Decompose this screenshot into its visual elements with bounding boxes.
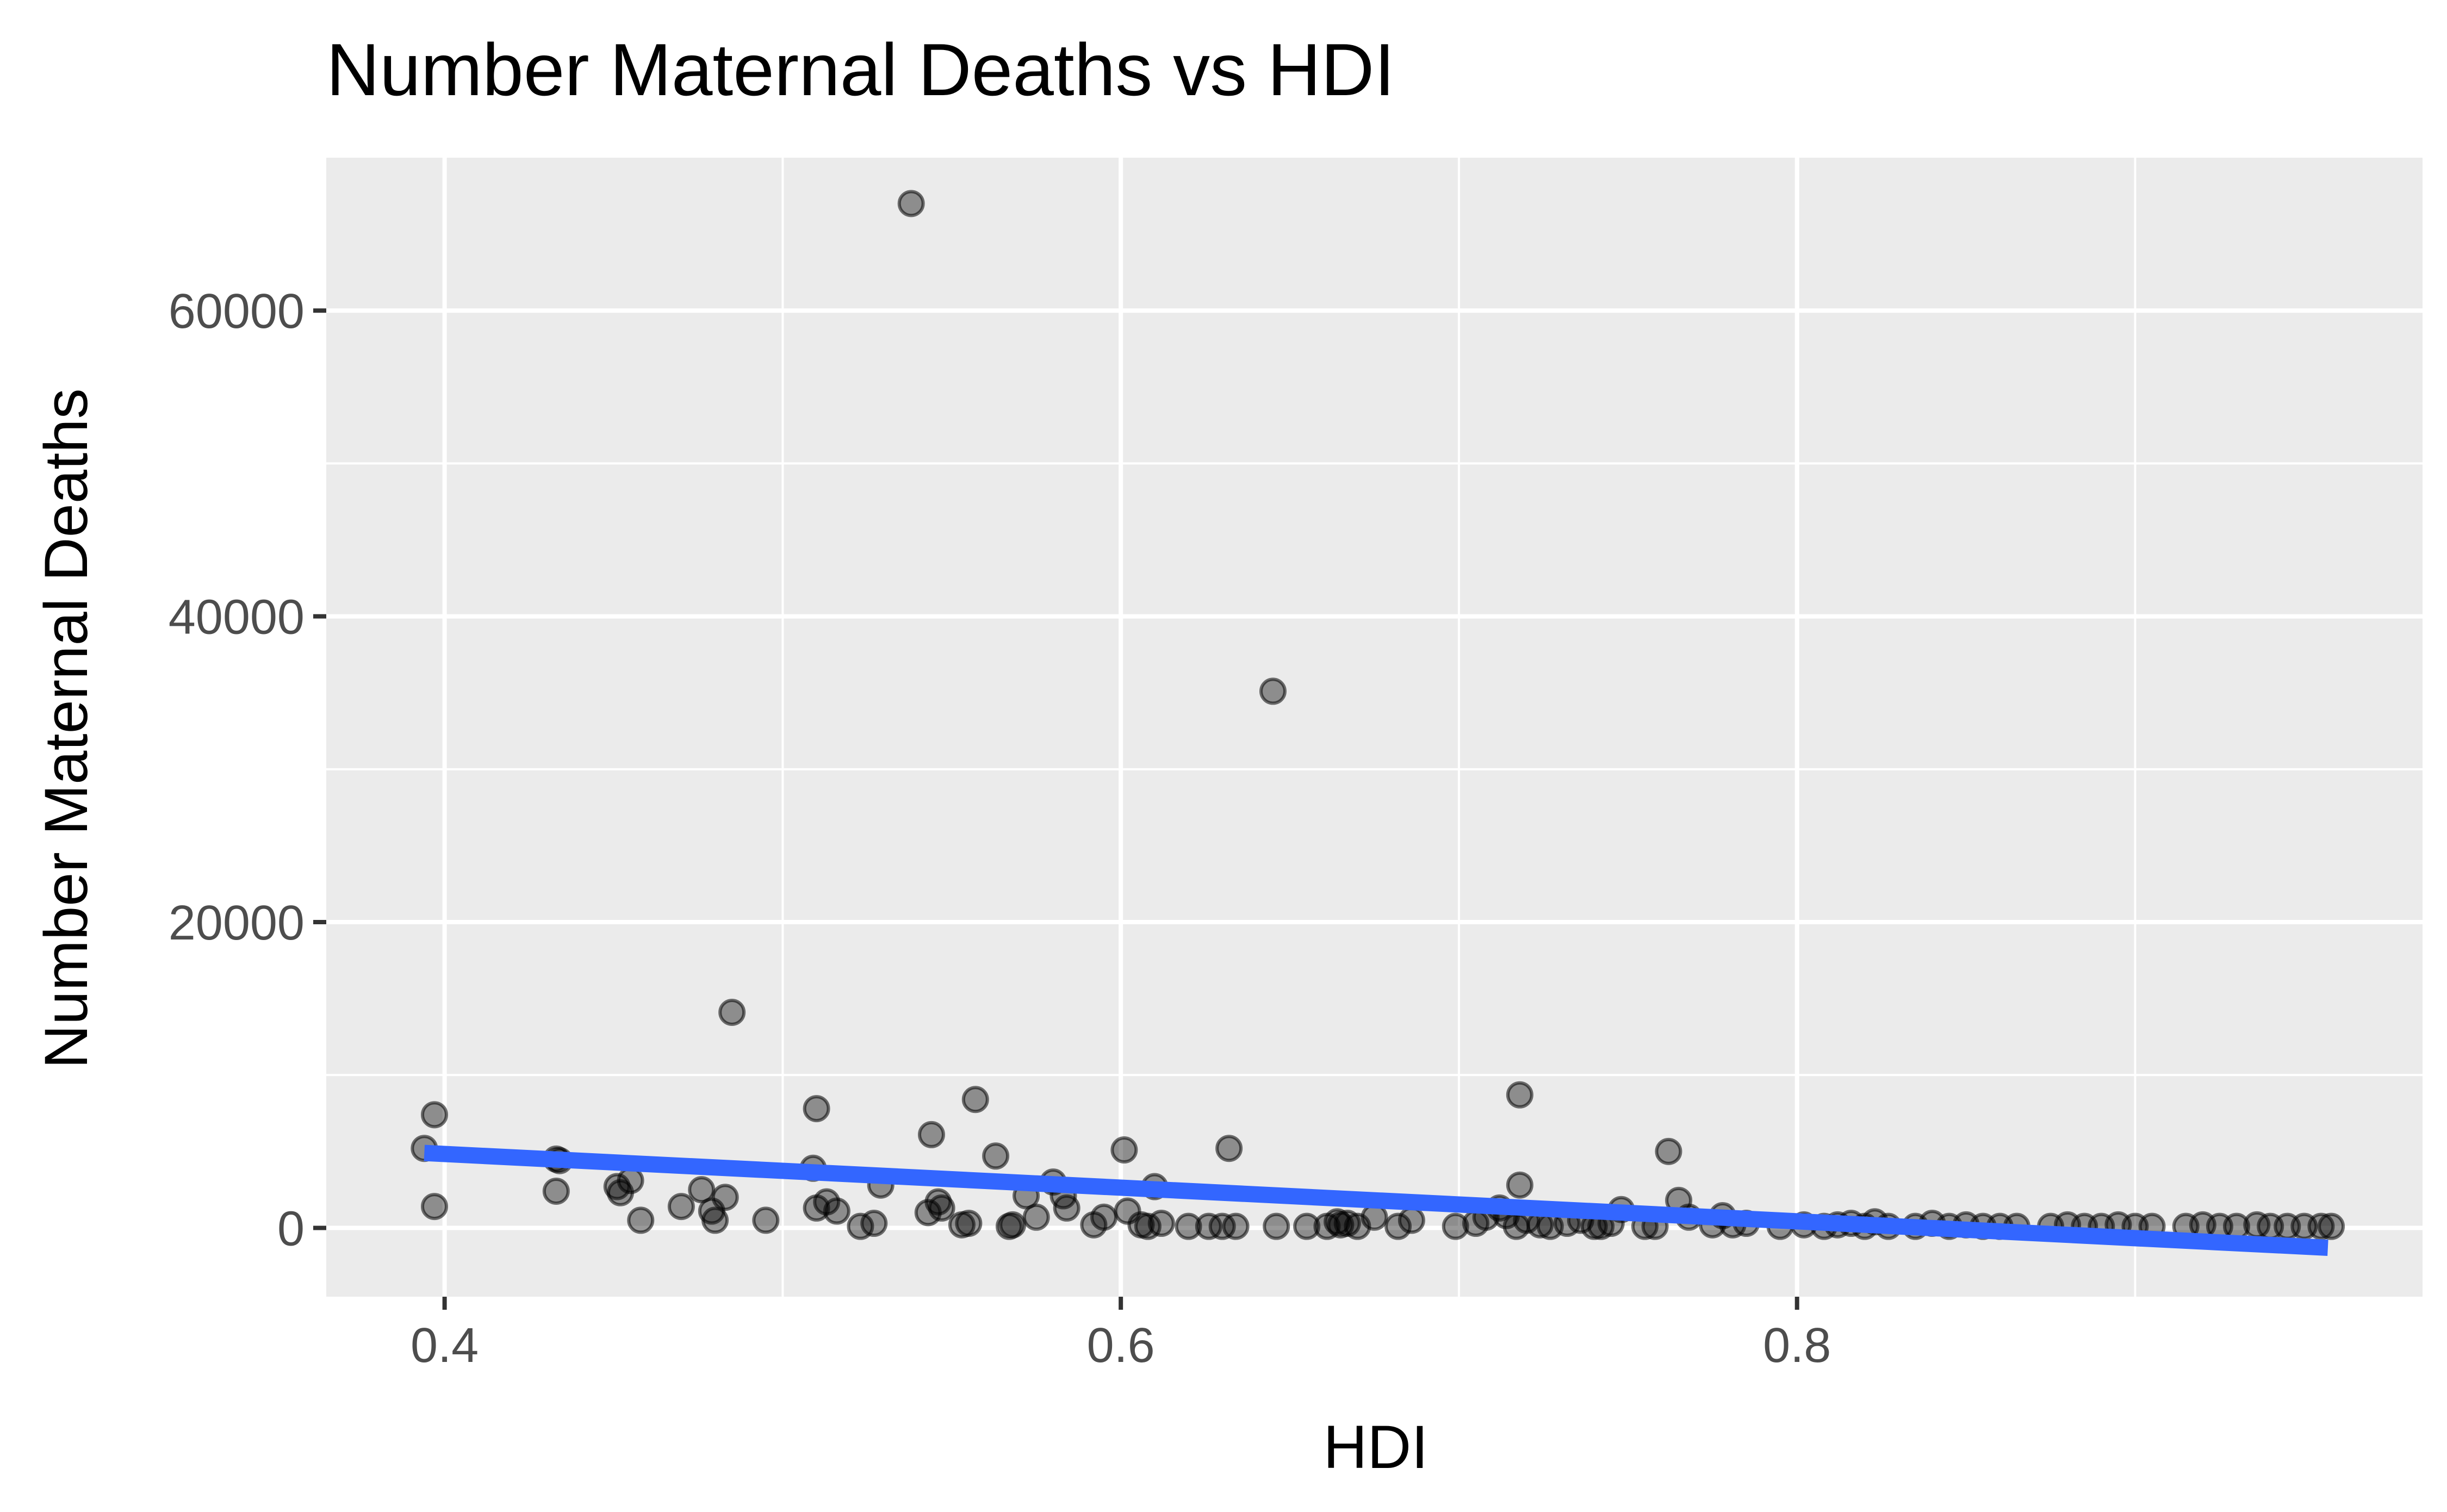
data-point [1398, 1206, 1425, 1234]
data-point [961, 1086, 989, 1113]
data-point [1442, 1212, 1469, 1240]
x-tick-label: 0.6 [1087, 1318, 1155, 1373]
trend-line-layer [424, 1144, 2328, 1256]
data-point [1147, 1210, 1175, 1237]
data-point [1293, 1212, 1321, 1240]
data-point [928, 1194, 955, 1222]
data-point [701, 1206, 729, 1234]
data-point [1090, 1203, 1118, 1231]
y-tick-label: 60000 [169, 284, 305, 339]
data-point [860, 1210, 888, 1237]
x-tick-label: 0.8 [1763, 1318, 1831, 1373]
data-point [752, 1206, 780, 1234]
data-point [1053, 1194, 1080, 1222]
data-point [1384, 1212, 1412, 1240]
y-tick-label: 40000 [169, 590, 305, 645]
x-axis-label: HDI [1324, 1413, 1429, 1481]
axes: 0.4 0.6 0.8 0 20000 40000 60000 [169, 284, 1831, 1373]
data-point [1175, 1212, 1202, 1240]
data-point [1022, 1203, 1050, 1231]
data-point [711, 1184, 739, 1211]
data-point [1506, 1081, 1533, 1109]
y-axis-label: Number Maternal Deaths [32, 388, 100, 1068]
data-point [1215, 1135, 1243, 1162]
data-point [1506, 1171, 1533, 1199]
chart-title: Number Maternal Deaths vs HDI [326, 28, 1395, 111]
data-point [688, 1176, 716, 1204]
x-tick-label: 0.4 [411, 1318, 479, 1373]
data-point [627, 1206, 655, 1234]
data-point [917, 1121, 945, 1148]
data-point [617, 1167, 644, 1194]
data-point [1259, 677, 1287, 705]
data-point [2318, 1212, 2345, 1240]
data-point [823, 1197, 850, 1225]
data-point [542, 1177, 570, 1205]
plot-panel [326, 158, 2423, 1297]
data-point [1110, 1136, 1138, 1164]
data-point [999, 1211, 1027, 1239]
data-point [1655, 1137, 1682, 1165]
data-point [897, 190, 925, 217]
data-point [2307, 1212, 2335, 1240]
y-tick-label: 20000 [169, 896, 305, 950]
data-point [667, 1193, 695, 1221]
y-tick-label: 0 [277, 1202, 305, 1256]
data-point [420, 1101, 448, 1129]
trend-line [424, 1144, 2328, 1256]
data-point [420, 1193, 448, 1221]
data-point [1263, 1212, 1290, 1240]
data-point [1222, 1212, 1250, 1240]
data-point [955, 1210, 983, 1237]
data-point [718, 998, 746, 1026]
data-point [982, 1142, 1010, 1170]
data-point [803, 1095, 830, 1123]
